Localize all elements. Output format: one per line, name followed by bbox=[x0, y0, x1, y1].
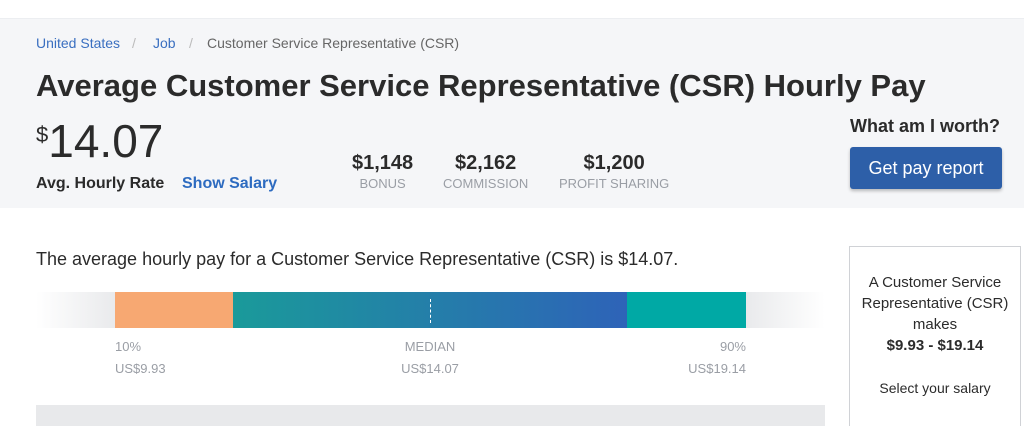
p90-label: 90% bbox=[719, 339, 746, 354]
breadcrumb-united-states[interactable]: United States bbox=[36, 35, 121, 51]
card-text: A Customer Service bbox=[868, 274, 1002, 291]
pay-rate-label: Avg. Hourly Rate bbox=[36, 175, 165, 192]
stat-commission: $2,162 COMMISSION bbox=[443, 152, 528, 191]
page-title: Average Customer Service Representative … bbox=[36, 68, 926, 103]
stat-label: COMMISSION bbox=[443, 176, 529, 191]
stat-value: $2,162 bbox=[455, 152, 517, 174]
content-placeholder bbox=[36, 405, 825, 426]
breadcrumb-separator: / bbox=[189, 35, 193, 51]
salary-range-card: A Customer Service Representative (CSR) … bbox=[849, 246, 1021, 426]
range-high-segment bbox=[627, 292, 746, 328]
stat-label: BONUS bbox=[359, 176, 406, 191]
average-pay: $14.07 bbox=[36, 114, 163, 168]
worth-question: What am I worth? bbox=[850, 116, 1000, 136]
median-label: MEDIAN bbox=[404, 339, 456, 354]
breadcrumb-current: Customer Service Representative (CSR) bbox=[207, 35, 460, 51]
stat-bonus: $1,148 BONUS bbox=[352, 152, 413, 191]
pay-amount: 14.07 bbox=[48, 115, 164, 167]
p90-value: US$19.14 bbox=[688, 361, 746, 376]
median-marker bbox=[430, 299, 431, 323]
show-salary-link[interactable]: Show Salary bbox=[182, 175, 278, 192]
stat-value: $1,200 bbox=[583, 152, 645, 174]
get-pay-report-button[interactable]: Get pay report bbox=[850, 147, 1002, 189]
stat-label: PROFIT SHARING bbox=[559, 176, 670, 191]
p10-label: 10% bbox=[115, 339, 142, 354]
pay-description: The average hourly pay for a Customer Se… bbox=[36, 249, 679, 269]
p10-value: US$9.93 bbox=[115, 361, 166, 376]
card-salary-range: $9.93 - $19.14 bbox=[886, 337, 984, 354]
stat-value: $1,148 bbox=[352, 152, 414, 174]
stat-profit-sharing: $1,200 PROFIT SHARING bbox=[559, 152, 669, 191]
breadcrumb-separator: / bbox=[132, 35, 136, 51]
range-low-segment bbox=[115, 292, 233, 328]
card-select-prompt: Select your salary bbox=[879, 380, 991, 396]
card-text: makes bbox=[912, 316, 958, 333]
card-text: Representative (CSR) bbox=[861, 295, 1009, 312]
median-value: US$14.07 bbox=[401, 361, 459, 376]
breadcrumb-job[interactable]: Job bbox=[153, 35, 176, 51]
currency-symbol: $ bbox=[36, 122, 49, 147]
